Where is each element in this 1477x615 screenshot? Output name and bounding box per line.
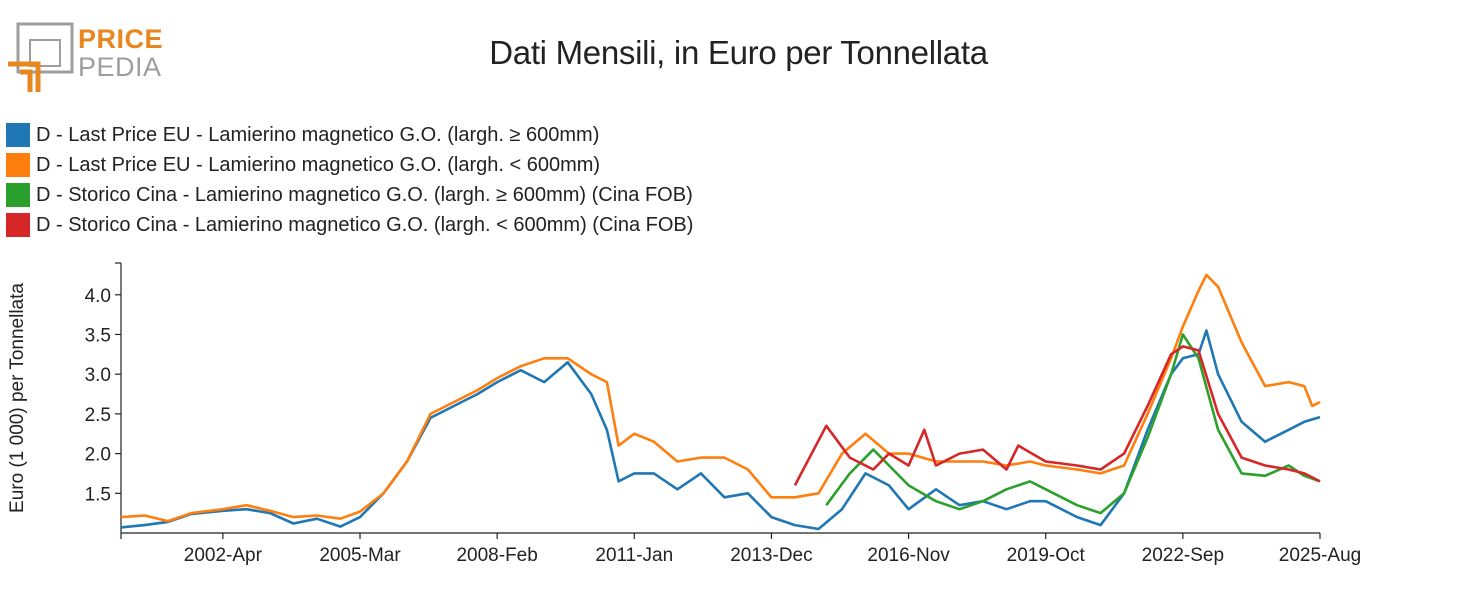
y-tick-label: 3.0 [85,365,111,386]
legend-item-1: D - Last Price EU - Lamierino magnetico … [6,120,693,150]
y-tick-label: 2.5 [85,405,111,426]
legend-swatch [6,183,30,207]
x-tick-label: 2008-Feb [456,545,537,566]
y-tick-label: 2.0 [85,445,111,466]
legend-label: D - Storico Cina - Lamierino magnetico G… [36,213,694,236]
series-line-4 [793,345,1321,487]
legend: D - Last Price EU - Lamierino magnetico … [6,120,693,240]
pricepedia-logo: PRICE PEDIA [8,22,168,94]
x-tick-label: 2013-Dec [730,545,812,566]
legend-swatch [6,153,30,177]
pricepedia-logo-mark [8,22,74,92]
x-tick-label: 2022-Sep [1142,545,1224,566]
x-tick-label: 2019-Oct [1007,545,1086,566]
x-tick-label: 2025-Aug [1279,545,1361,566]
legend-label: D - Last Price EU - Lamierino magnetico … [36,153,601,176]
logo-pedia-text: PEDIA [78,52,162,82]
y-tick-label: 4.0 [85,286,111,307]
legend-item-2: D - Last Price EU - Lamierino magnetico … [6,150,693,180]
y-tick-label: 3.5 [85,325,111,346]
logo-price-text: PRICE [78,24,164,54]
series-line-2 [120,273,1321,523]
series-line-3 [825,333,1321,515]
x-tick-label: 2002-Apr [184,545,263,566]
series-lines [120,273,1321,531]
x-tick-label: 2005-Mar [319,545,401,566]
x-tick-label: 2011-Jan [595,545,673,566]
chart-title: Dati Mensili, in Euro per Tonnellata [489,34,988,71]
legend-label: D - Storico Cina - Lamierino magnetico G… [36,183,693,206]
chart-axes: 1.5 2.0 2.5 3.0 3.5 4.0 2002-Apr 2005-Mar 2008-F… [85,262,1361,566]
y-axis-label: Euro (1 000) per Tonnellata [7,283,28,513]
legend-item-3: D - Storico Cina - Lamierino magnetico G… [6,180,693,210]
y-tick-label: 1.5 [85,484,111,505]
legend-swatch [6,213,30,237]
legend-swatch [6,123,30,147]
x-tick-label: 2016-Nov [867,545,950,566]
legend-item-4: D - Storico Cina - Lamierino magnetico G… [6,210,693,240]
legend-label: D - Last Price EU - Lamierino magnetico … [36,123,600,146]
